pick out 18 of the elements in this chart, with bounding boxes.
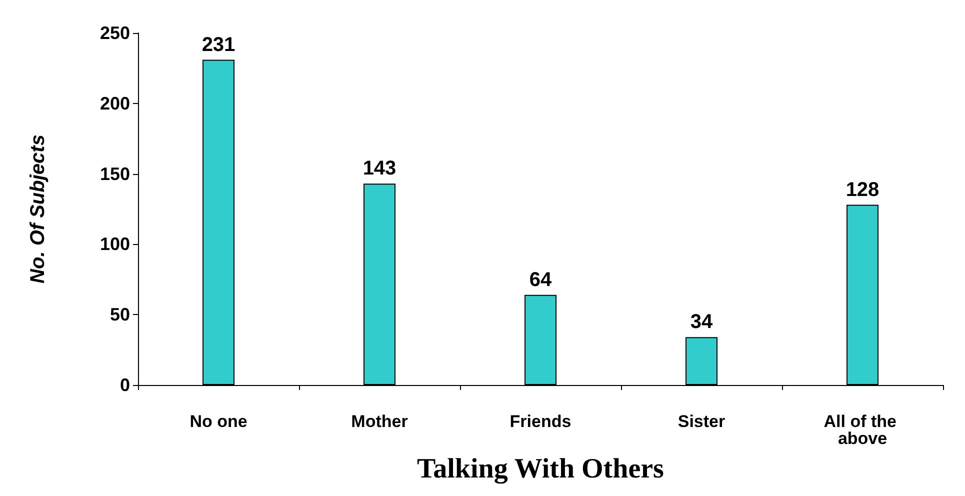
data-label: 34 (690, 311, 714, 334)
y-tick-label: 100 (100, 234, 130, 254)
x-tick-label: No one (190, 412, 248, 431)
x-tick-label: Mother (351, 412, 408, 431)
x-axis-title: Talking With Others (417, 454, 664, 484)
x-tick-label: Friends (510, 412, 572, 431)
x-tick-label: All of the above (824, 412, 902, 448)
y-tick-label: 250 (100, 23, 130, 43)
x-tick-label: Sister (678, 412, 726, 431)
data-label: 143 (362, 158, 396, 180)
y-tick-label: 50 (110, 304, 130, 325)
data-label: 64 (529, 268, 552, 291)
y-tick-label: 0 (120, 375, 130, 395)
data-label: 231 (202, 34, 236, 56)
y-tick-label: 150 (100, 164, 130, 184)
y-tick-label: 200 (100, 93, 130, 114)
y-axis-title: No. Of Subjects (27, 134, 49, 284)
data-label: 128 (846, 178, 880, 201)
